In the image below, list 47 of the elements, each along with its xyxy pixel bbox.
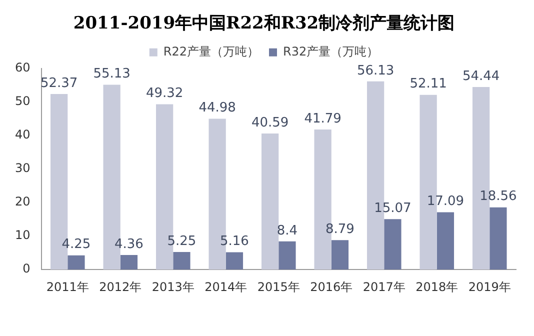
y-tick-label: 0 — [22, 262, 30, 276]
bar — [68, 255, 85, 270]
data-label: 5.25 — [167, 234, 196, 249]
x-tick-label: 2019年 — [468, 280, 511, 294]
y-tick-label: 60 — [14, 60, 30, 75]
data-label: 17.09 — [426, 194, 464, 210]
y-tick-label: 50 — [14, 94, 30, 108]
bar — [278, 241, 296, 270]
data-label: 55.13 — [93, 66, 130, 82]
x-tick-label: 2015年 — [257, 280, 300, 294]
data-label: 52.37 — [40, 76, 78, 91]
data-label: 44.98 — [198, 100, 236, 116]
bar — [436, 212, 454, 270]
y-tick-label: 30 — [14, 161, 30, 176]
data-label: 8.4 — [276, 223, 298, 238]
legend-label: R22产量（万吨） — [163, 44, 259, 59]
bar — [490, 207, 507, 270]
data-label: 15.07 — [374, 200, 412, 216]
y-tick-label: 40 — [14, 128, 30, 142]
x-tick-label: 2012年 — [99, 280, 142, 294]
data-label: 41.79 — [304, 111, 342, 126]
x-tick-label: 2011年 — [46, 280, 89, 294]
data-label: 52.11 — [410, 76, 447, 92]
data-label: 18.56 — [480, 189, 517, 204]
x-tick-label: 2018年 — [416, 280, 458, 294]
data-label: 8.79 — [325, 222, 354, 237]
data-label: 40.59 — [251, 115, 289, 130]
x-tick-label: 2014年 — [204, 280, 248, 294]
legend-label: R32产量（万吨） — [283, 44, 379, 59]
x-tick-label: 2017年 — [362, 280, 406, 294]
y-tick-label: 20 — [14, 194, 30, 209]
data-label: 56.13 — [356, 63, 394, 78]
bar — [226, 252, 244, 270]
bar — [331, 240, 349, 270]
bar — [384, 219, 402, 270]
chart-title: 2011-2019年中国R22和R32制冷剂产量统计图 — [73, 14, 455, 34]
data-label: 4.36 — [114, 236, 144, 252]
y-tick-label: 10 — [14, 228, 30, 242]
data-label: 49.32 — [146, 86, 184, 102]
bar — [261, 133, 279, 270]
data-label: 54.44 — [462, 68, 500, 84]
bar — [120, 254, 138, 270]
x-tick-label: 2016年 — [310, 280, 353, 294]
x-tick-label: 2013年 — [152, 280, 194, 294]
data-label: 4.25 — [62, 237, 91, 252]
data-label: 5.16 — [220, 234, 249, 250]
bar — [173, 252, 190, 270]
